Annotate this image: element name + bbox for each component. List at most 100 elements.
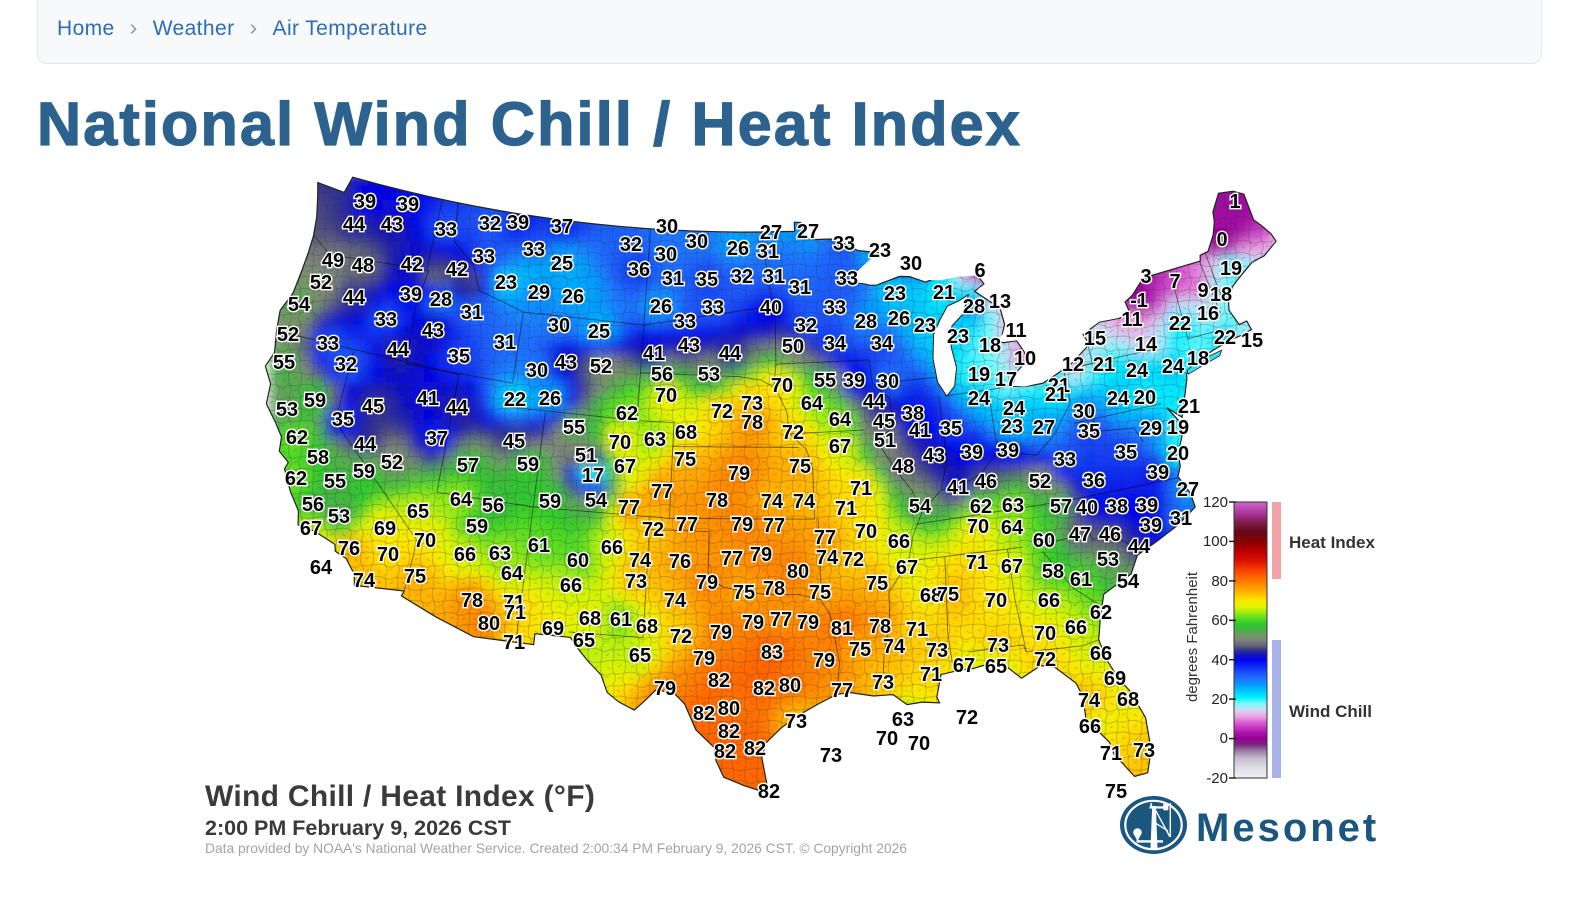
- svg-text:44: 44: [354, 434, 377, 456]
- svg-text:73: 73: [625, 571, 647, 593]
- svg-text:35: 35: [696, 269, 718, 291]
- svg-text:26: 26: [539, 388, 561, 410]
- svg-text:26: 26: [650, 296, 672, 318]
- svg-text:77: 77: [676, 514, 698, 536]
- svg-text:64: 64: [1001, 517, 1024, 539]
- svg-text:43: 43: [381, 214, 403, 236]
- svg-text:59: 59: [539, 491, 561, 513]
- svg-text:36: 36: [628, 259, 650, 281]
- svg-text:69: 69: [374, 518, 396, 540]
- svg-text:70: 70: [377, 544, 399, 566]
- svg-text:68: 68: [636, 616, 658, 638]
- svg-text:33: 33: [674, 311, 696, 333]
- svg-text:71: 71: [920, 664, 942, 686]
- svg-text:44: 44: [446, 397, 469, 419]
- svg-text:79: 79: [750, 544, 772, 566]
- svg-text:39: 39: [961, 442, 983, 464]
- svg-text:39: 39: [843, 370, 865, 392]
- svg-text:39: 39: [400, 284, 422, 306]
- svg-text:74: 74: [816, 547, 839, 569]
- svg-text:10: 10: [1014, 348, 1036, 370]
- svg-text:62: 62: [1090, 602, 1112, 624]
- svg-text:74: 74: [664, 590, 687, 612]
- svg-text:45: 45: [503, 431, 525, 453]
- svg-text:20: 20: [1211, 691, 1228, 708]
- svg-text:39: 39: [397, 194, 419, 216]
- svg-text:55: 55: [563, 417, 585, 439]
- svg-text:45: 45: [362, 396, 384, 418]
- svg-text:60: 60: [1033, 530, 1055, 552]
- svg-text:44: 44: [343, 287, 366, 309]
- svg-text:33: 33: [523, 239, 545, 261]
- svg-text:31: 31: [662, 268, 684, 290]
- svg-text:59: 59: [517, 454, 539, 476]
- svg-text:23: 23: [1001, 416, 1023, 438]
- svg-text:31: 31: [763, 266, 785, 288]
- svg-text:24: 24: [1107, 388, 1130, 410]
- svg-text:60: 60: [1211, 612, 1228, 629]
- svg-text:30: 30: [900, 253, 922, 275]
- svg-text:59: 59: [466, 516, 488, 538]
- svg-text:52: 52: [381, 452, 403, 474]
- svg-text:78: 78: [869, 616, 891, 638]
- svg-text:46: 46: [975, 471, 997, 493]
- svg-text:18: 18: [1187, 348, 1209, 370]
- svg-text:71: 71: [966, 552, 988, 574]
- svg-text:63: 63: [1002, 495, 1024, 517]
- svg-text:11: 11: [1005, 320, 1026, 342]
- svg-text:65: 65: [407, 501, 429, 523]
- svg-text:62: 62: [970, 496, 992, 518]
- svg-text:29: 29: [1140, 418, 1162, 440]
- svg-text:54: 54: [1117, 571, 1140, 593]
- svg-text:77: 77: [651, 481, 673, 503]
- svg-text:48: 48: [892, 456, 914, 478]
- svg-text:55: 55: [273, 352, 295, 374]
- svg-text:24: 24: [1162, 356, 1185, 378]
- svg-text:79: 79: [728, 463, 750, 485]
- svg-text:48: 48: [352, 255, 374, 277]
- svg-text:67: 67: [614, 456, 636, 478]
- svg-text:64: 64: [829, 409, 852, 431]
- svg-text:19: 19: [968, 364, 990, 386]
- svg-text:41: 41: [947, 477, 969, 499]
- svg-text:45: 45: [873, 411, 895, 433]
- svg-text:62: 62: [285, 468, 307, 490]
- svg-text:65: 65: [629, 645, 651, 667]
- svg-text:100: 100: [1203, 533, 1228, 550]
- svg-text:29: 29: [528, 282, 550, 304]
- svg-text:36: 36: [1083, 470, 1105, 492]
- svg-text:23: 23: [884, 283, 906, 305]
- svg-text:24: 24: [968, 388, 991, 410]
- svg-text:39: 39: [1136, 495, 1158, 517]
- svg-text:17: 17: [582, 465, 604, 487]
- svg-text:23: 23: [869, 240, 891, 262]
- svg-text:54: 54: [585, 490, 608, 512]
- svg-text:72: 72: [711, 401, 733, 423]
- svg-text:35: 35: [940, 418, 962, 440]
- svg-text:51: 51: [874, 430, 896, 452]
- svg-text:66: 66: [560, 575, 582, 597]
- svg-text:70: 70: [609, 432, 631, 454]
- svg-text:74: 74: [629, 550, 652, 572]
- svg-text:Wind Chill: Wind Chill: [1289, 702, 1372, 721]
- svg-text:41: 41: [643, 343, 665, 365]
- svg-text:33: 33: [836, 268, 858, 290]
- svg-text:63: 63: [489, 543, 511, 565]
- svg-text:74: 74: [883, 636, 906, 658]
- svg-text:79: 79: [654, 678, 676, 700]
- svg-text:70: 70: [855, 521, 877, 543]
- svg-text:78: 78: [763, 578, 785, 600]
- svg-text:35: 35: [332, 409, 354, 431]
- svg-text:57: 57: [457, 455, 479, 477]
- svg-text:31: 31: [461, 302, 483, 324]
- svg-text:79: 79: [813, 650, 835, 672]
- svg-text:79: 79: [693, 648, 715, 670]
- svg-text:79: 79: [731, 514, 753, 536]
- svg-text:39: 39: [507, 212, 529, 234]
- svg-text:72: 72: [1034, 649, 1056, 671]
- svg-text:53: 53: [276, 399, 298, 421]
- svg-text:71: 71: [503, 632, 525, 654]
- svg-text:35: 35: [448, 346, 470, 368]
- svg-text:79: 79: [742, 612, 764, 634]
- svg-text:49: 49: [322, 250, 344, 272]
